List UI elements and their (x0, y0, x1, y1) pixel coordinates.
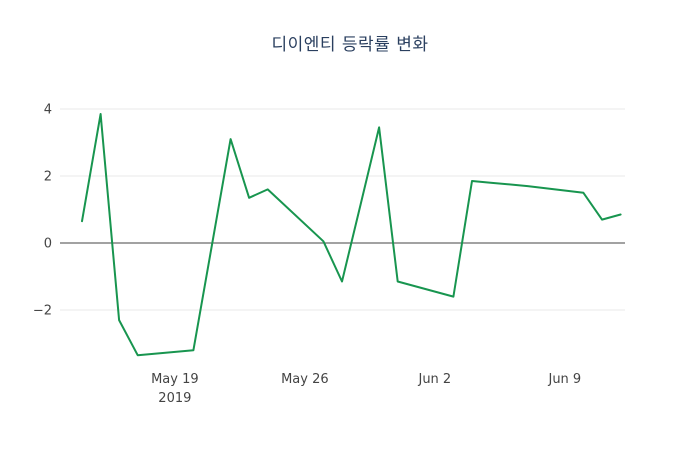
price-change-line (81, 113, 622, 357)
x-tick-sublabel: 2019 (158, 391, 191, 406)
x-tick-label: Jun 2 (417, 372, 451, 387)
y-tick-label: 0 (44, 237, 52, 252)
x-tick-label: May 19 (151, 372, 199, 387)
y-tick-label: 2 (44, 170, 52, 185)
x-tick-label: May 26 (281, 372, 329, 387)
chart-title: 디이엔티 등락률 변화 (271, 35, 429, 55)
x-tick-label: Jun 9 (547, 372, 581, 387)
y-tick-label: −2 (33, 304, 52, 319)
y-tick-label: 4 (44, 103, 52, 118)
